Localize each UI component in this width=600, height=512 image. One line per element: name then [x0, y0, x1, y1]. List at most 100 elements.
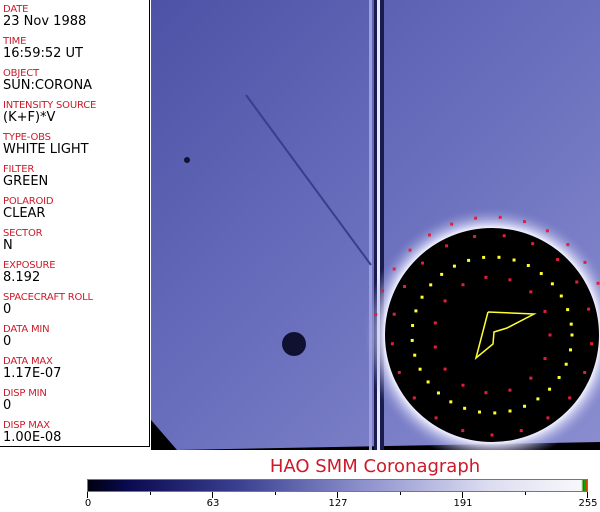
red-marker [473, 235, 477, 239]
colorbar-tick [337, 492, 338, 498]
yellow-marker [523, 404, 527, 408]
red-marker [583, 260, 587, 264]
red-marker [484, 391, 488, 395]
colorbar-tick-label: 63 [206, 498, 220, 509]
colorbar-tick-label: 127 [328, 498, 348, 509]
red-marker [545, 229, 549, 233]
red-marker [529, 290, 533, 294]
red-marker [461, 383, 465, 387]
red-marker [427, 233, 431, 237]
red-marker [523, 220, 527, 224]
field-value: CLEAR [3, 206, 46, 221]
red-marker [502, 234, 506, 238]
red-marker [461, 283, 465, 287]
colorbar-tick-label: 0 [84, 498, 92, 509]
colorbar-tick [462, 492, 463, 498]
yellow-marker [569, 322, 573, 326]
occulter-disk [385, 228, 599, 442]
field-label: OBJECT [3, 68, 39, 79]
marker-dots [374, 215, 600, 437]
field-value: WHITE LIGHT [3, 142, 89, 157]
header-field: TIME 16:59:52 UT [3, 36, 83, 61]
field-label: DISP MIN [3, 388, 47, 399]
red-marker [548, 333, 552, 337]
header-field: EXPOSURE 8.192 [3, 260, 56, 285]
red-marker [519, 429, 523, 433]
colorbar-tick-label: 191 [453, 498, 473, 509]
yellow-marker [452, 264, 456, 268]
red-marker [392, 312, 396, 316]
yellow-marker [536, 397, 540, 401]
header-info-panel [0, 0, 150, 447]
yellow-marker [508, 409, 512, 413]
yellow-marker [411, 323, 415, 327]
red-marker [474, 216, 478, 220]
yellow-marker [559, 294, 563, 298]
red-marker [543, 357, 547, 361]
red-marker [433, 345, 437, 349]
field-label: POLAROID [3, 196, 54, 207]
yellow-marker [539, 272, 543, 276]
red-marker [412, 396, 416, 400]
colorbar-tick [399, 492, 401, 495]
header-field: FILTER GREEN [3, 164, 48, 189]
field-label: EXPOSURE [3, 260, 56, 271]
field-value: GREEN [3, 174, 49, 189]
yellow-marker [548, 387, 552, 391]
colorbar-tick [212, 492, 213, 498]
header-field: DISP MIN 0 [3, 388, 47, 413]
field-value: 0 [3, 334, 12, 349]
yellow-marker [477, 410, 481, 414]
yellow-marker [482, 255, 486, 259]
colorbar-tick [87, 492, 88, 498]
header-field: DISP MAX 1.00E-08 [3, 420, 61, 445]
red-marker [508, 388, 512, 392]
header-field: INTENSITY SOURCE (K+F)*V [3, 100, 96, 125]
red-marker [531, 242, 535, 246]
field-label: INTENSITY SOURCE [3, 100, 97, 111]
field-value: SUN:CORONA [3, 78, 93, 93]
sector-outline [474, 311, 537, 361]
yellow-marker [410, 338, 414, 342]
field-label: DATA MAX [3, 356, 53, 367]
field-value: N [3, 238, 13, 253]
field-value: 1.00E-08 [3, 430, 62, 445]
red-marker [484, 275, 488, 279]
header-field: SPACECRAFT ROLL 0 [3, 292, 93, 317]
red-marker [590, 342, 594, 346]
red-marker [596, 281, 600, 285]
yellow-marker [414, 309, 418, 313]
red-marker [374, 313, 378, 317]
field-value: (K+F)*V [3, 110, 56, 125]
red-marker [490, 433, 494, 437]
header-field: OBJECT SUN:CORONA [3, 68, 92, 93]
red-marker [397, 370, 401, 374]
yellow-marker [557, 375, 561, 379]
colorbar-tick [149, 492, 151, 495]
yellow-marker [467, 258, 471, 262]
yellow-marker [570, 333, 574, 337]
red-marker [566, 243, 570, 247]
color-bar [87, 479, 588, 492]
colorbar-tick-label: 255 [578, 498, 598, 509]
red-marker [403, 285, 407, 289]
red-marker [529, 376, 533, 380]
yellow-marker [564, 362, 568, 366]
red-marker [421, 261, 425, 265]
field-label: DATE [3, 4, 29, 15]
colorbar-tick [274, 492, 276, 495]
yellow-marker [512, 258, 516, 262]
red-marker [381, 289, 385, 293]
yellow-marker [569, 348, 573, 352]
field-value: 8.192 [3, 270, 41, 285]
red-marker [568, 396, 572, 400]
yellow-marker [463, 406, 467, 410]
yellow-marker [418, 367, 422, 371]
yellow-marker [493, 411, 497, 415]
field-label: SECTOR [3, 228, 43, 239]
yellow-marker [426, 380, 430, 384]
yellow-marker [550, 282, 554, 286]
field-value: 0 [3, 302, 12, 317]
yellow-marker [440, 272, 444, 276]
header-field: SECTOR N [3, 228, 43, 253]
